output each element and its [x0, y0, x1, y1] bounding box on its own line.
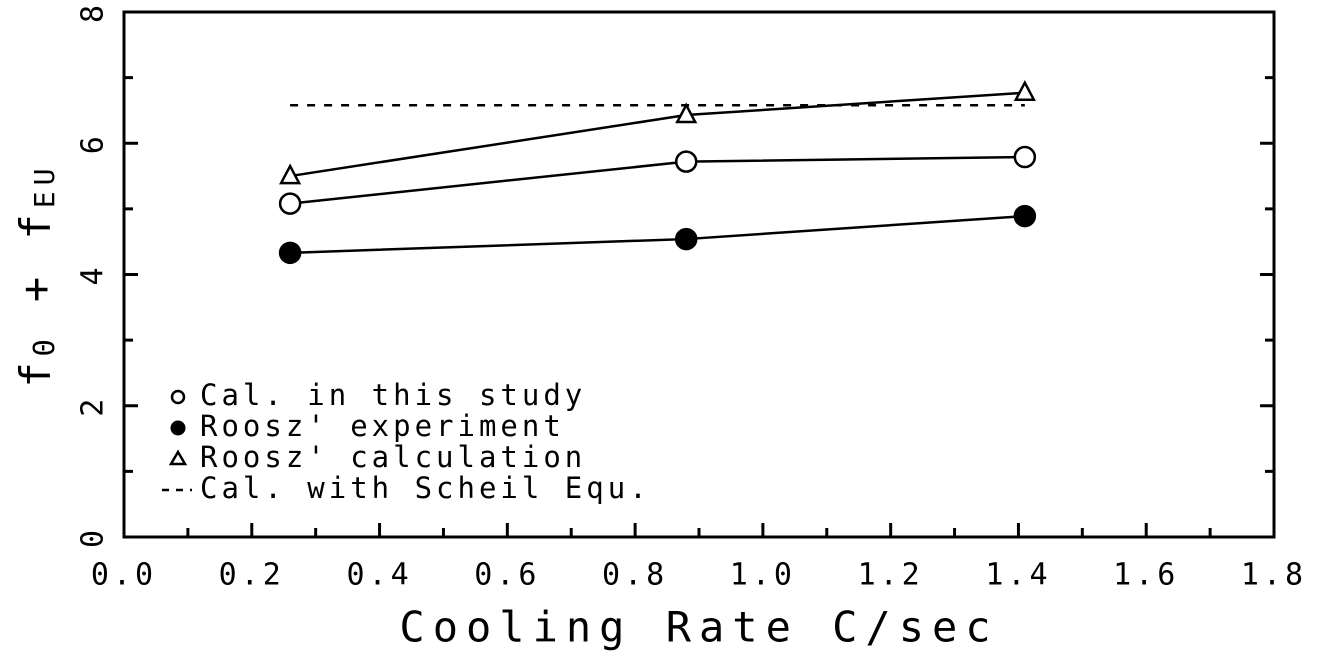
y-tick-label: 0 [76, 526, 111, 548]
legend-label: Cal. in this study [200, 378, 586, 412]
point [675, 102, 698, 124]
line [289, 155, 1025, 205]
y-axis-label-part: f [11, 356, 60, 387]
point [278, 192, 302, 215]
legend-label: Roosz' calculation [200, 440, 586, 474]
legend-swatch [170, 420, 186, 436]
point [674, 227, 698, 251]
x-tick-label: 0.8 [602, 558, 668, 593]
point [1013, 204, 1037, 228]
y-tick-label: 8 [76, 1, 111, 23]
point [1013, 80, 1036, 101]
point [1013, 145, 1037, 169]
x-tick-label: 0.0 [91, 558, 157, 593]
y-axis-label: fΘ + fEU [11, 162, 62, 387]
y-tick-label: 2 [76, 395, 111, 417]
legend-label: Roosz' experiment [200, 409, 565, 443]
y-axis-label-part: + f [11, 208, 60, 333]
y-axis-label-part: EU [28, 162, 61, 208]
y-axis-label-part: Θ [28, 333, 61, 356]
point [674, 150, 698, 173]
point [279, 163, 302, 185]
x-tick-label: 1.8 [1241, 558, 1307, 593]
x-tick-label: 0.6 [474, 558, 540, 593]
x-axis-label: Cooling Rate C/sec [399, 603, 998, 652]
line [290, 214, 1025, 255]
x-tick-label: 0.2 [219, 558, 285, 593]
y-tick-label: 6 [76, 132, 111, 154]
point [278, 241, 302, 265]
legend-label: Cal. with Scheil Equ. [200, 471, 651, 505]
x-tick-label: 1.0 [730, 558, 796, 593]
x-tick-label: 0.4 [346, 558, 412, 593]
x-tick-label: 1.4 [985, 558, 1051, 593]
legend-swatch [170, 389, 186, 405]
legend-swatch [168, 449, 188, 466]
y-tick-label: 4 [76, 263, 111, 285]
x-tick-label: 1.6 [1113, 558, 1179, 593]
x-tick-label: 1.2 [858, 558, 924, 593]
